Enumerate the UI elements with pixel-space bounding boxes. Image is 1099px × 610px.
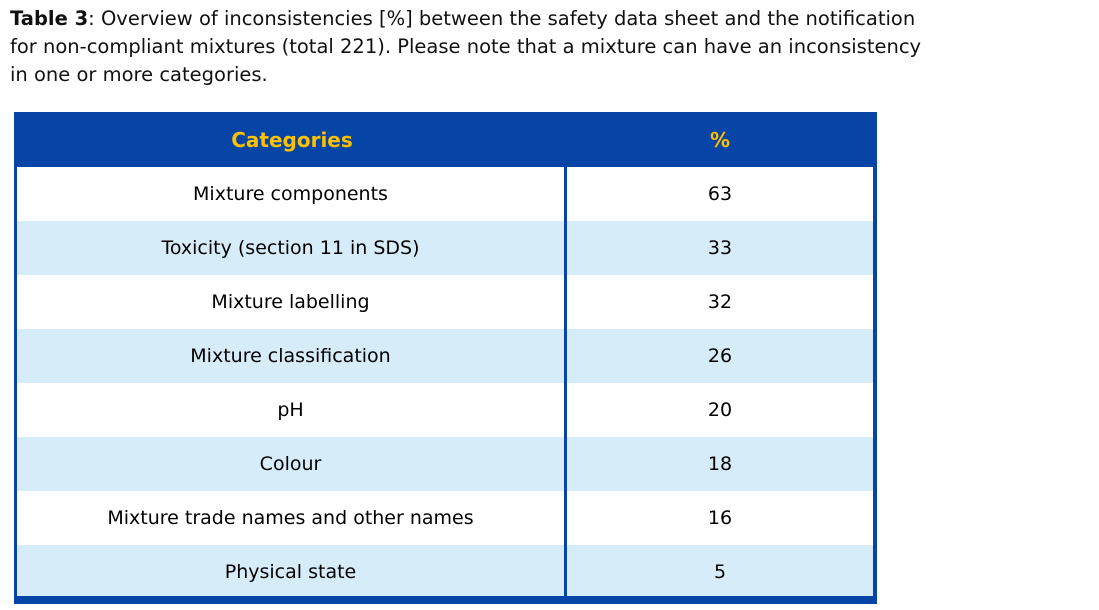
table-row: Mixture labelling 32 [17, 275, 873, 329]
category-cell: Mixture labelling [17, 275, 567, 329]
table-bottom-border [17, 596, 873, 604]
category-cell: Toxicity (section 11 in SDS) [17, 221, 567, 275]
table-row: Mixture classification 26 [17, 329, 873, 383]
category-cell: Colour [17, 437, 567, 491]
table-row: Toxicity (section 11 in SDS) 33 [17, 221, 873, 275]
table-row: Mixture components 63 [17, 167, 873, 221]
category-cell: Mixture trade names and other names [17, 491, 567, 545]
caption-line1: : Overview of inconsistencies [%] betwee… [88, 7, 916, 30]
percent-cell: 63 [707, 183, 733, 205]
category-cell: pH [17, 383, 567, 437]
category-cell: Physical state [17, 545, 567, 596]
percent-cell: 5 [713, 561, 727, 583]
inconsistencies-table: Categories % Mixture components 63 Toxicit… [14, 112, 877, 604]
table-row: Mixture trade names and other names 16 [17, 491, 873, 545]
percent-cell: 33 [707, 237, 733, 259]
table-header-row: Categories % [17, 112, 873, 167]
table-row: Colour 18 [17, 437, 873, 491]
percent-cell: 26 [707, 345, 733, 367]
table-body: Mixture components 63 Toxicity (section 11… [17, 167, 873, 596]
header-percent: % [709, 127, 731, 152]
caption-table-number: Table 3 [10, 7, 89, 30]
percent-cell: 18 [707, 453, 733, 475]
percent-cell: 20 [707, 399, 733, 421]
category-cell: Mixture classification [17, 329, 567, 383]
caption-line3: in one or more categories. [10, 63, 268, 86]
table-caption: Table 3: Overview of inconsistencies [%]… [10, 5, 1095, 89]
percent-cell: 16 [707, 507, 733, 529]
header-categories: Categories [231, 127, 353, 152]
table-row: pH 20 [17, 383, 873, 437]
category-cell: Mixture components [17, 167, 567, 221]
percent-cell: 32 [707, 291, 733, 313]
table-row: Physical state 5 [17, 545, 873, 596]
caption-line2: for non-compliant mixtures (total 221). … [10, 35, 922, 58]
